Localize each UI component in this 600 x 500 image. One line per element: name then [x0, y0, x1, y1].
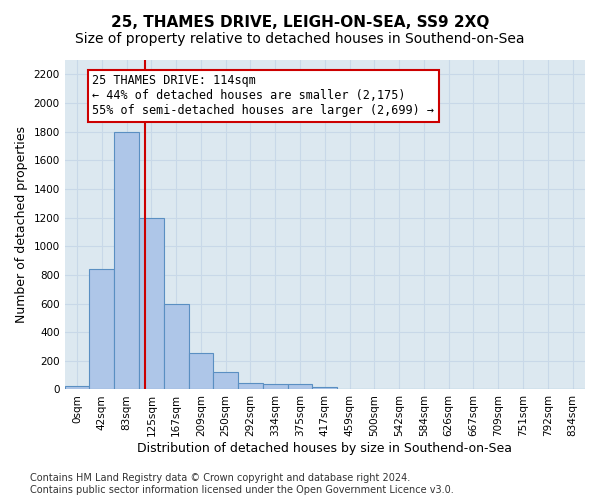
Text: Contains HM Land Registry data © Crown copyright and database right 2024.
Contai: Contains HM Land Registry data © Crown c…	[30, 474, 454, 495]
Bar	[139, 218, 164, 390]
Text: 25 THAMES DRIVE: 114sqm
← 44% of detached houses are smaller (2,175)
55% of semi: 25 THAMES DRIVE: 114sqm ← 44% of detache…	[92, 74, 434, 118]
Bar	[164, 304, 188, 390]
X-axis label: Distribution of detached houses by size in Southend-on-Sea: Distribution of detached houses by size …	[137, 442, 512, 455]
Bar	[89, 269, 114, 390]
Bar	[287, 384, 313, 390]
Y-axis label: Number of detached properties: Number of detached properties	[15, 126, 28, 323]
Bar	[313, 387, 337, 390]
Bar	[214, 372, 238, 390]
Bar	[238, 384, 263, 390]
Bar	[263, 384, 287, 390]
Text: 25, THAMES DRIVE, LEIGH-ON-SEA, SS9 2XQ: 25, THAMES DRIVE, LEIGH-ON-SEA, SS9 2XQ	[111, 15, 489, 30]
Bar	[188, 353, 214, 390]
Text: Size of property relative to detached houses in Southend-on-Sea: Size of property relative to detached ho…	[75, 32, 525, 46]
Bar	[114, 132, 139, 390]
Bar	[65, 386, 89, 390]
